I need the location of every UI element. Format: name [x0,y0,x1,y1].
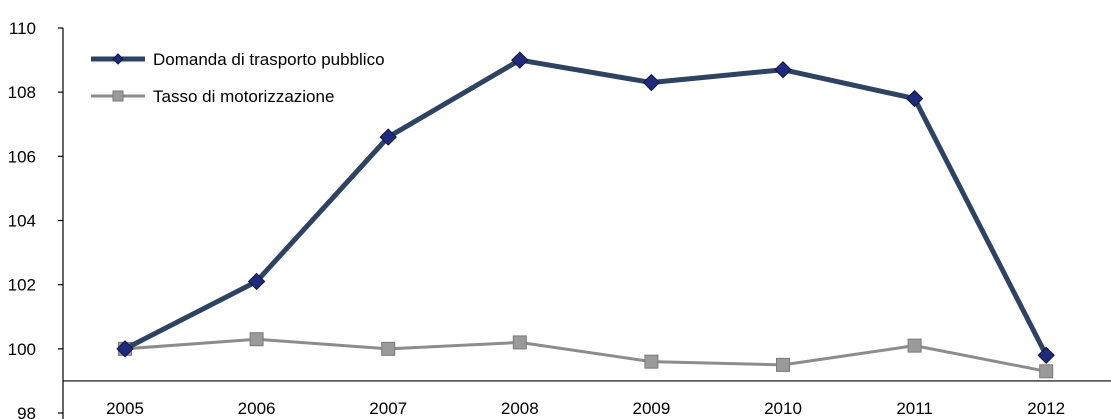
legend-marker-tasso [112,90,124,102]
series-line-domanda [123,57,1049,357]
data-point-domanda [379,128,397,146]
y-tick-label: 102 [8,276,36,295]
legend-marker-domanda [112,53,124,65]
data-point-domanda [905,89,924,108]
series-line-tasso [124,337,1047,373]
data-point-domanda [774,61,792,79]
data-point-tasso [776,357,790,372]
x-tick-label: 2009 [632,399,670,418]
data-point-domanda [247,272,266,291]
legend-entry-domanda: Domanda di trasporto pubblico [91,50,385,69]
x-tick-label: 2008 [501,399,539,418]
data-point-domanda [642,73,661,92]
x-tick-label: 2010 [764,399,802,418]
legend-label-tasso: Tasso di motorizzazione [153,87,334,106]
y-tick-label: 106 [8,147,36,166]
data-point-domanda [116,340,134,358]
y-axis: 98 100 102 104 106 108 110 [8,19,64,419]
y-tick-label: 108 [8,83,36,102]
data-point-domanda [1037,346,1055,364]
x-tick-label: 2007 [369,399,407,418]
y-tick-label: 100 [8,340,36,359]
y-tick-label: 98 [17,404,36,419]
data-point-tasso [907,338,922,353]
x-axis: 2005 2006 2007 2008 2009 2010 2011 2012 [63,380,1111,418]
x-tick-label: 2011 [896,399,933,418]
data-point-tasso [644,354,659,369]
y-tick-label: 104 [8,212,36,231]
data-point-tasso [1039,364,1054,379]
data-point-tasso [512,335,527,350]
data-point-tasso [249,332,264,347]
data-point-tasso [381,341,396,356]
x-tick-label: 2012 [1027,399,1065,418]
series-layer [116,51,1055,379]
legend: Domanda di trasporto pubblico Tasso di m… [91,50,385,106]
x-tick-label: 2005 [106,399,144,418]
y-tick-label: 110 [9,19,36,38]
legend-label-domanda: Domanda di trasporto pubblico [153,50,385,69]
x-tick-label: 2006 [238,399,276,418]
data-point-domanda [511,51,529,69]
legend-entry-tasso: Tasso di motorizzazione [91,87,334,106]
